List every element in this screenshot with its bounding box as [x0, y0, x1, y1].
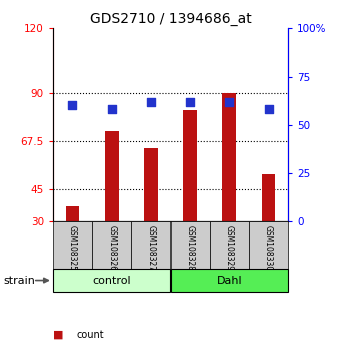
- Bar: [92, 221, 131, 269]
- Bar: [183, 110, 197, 221]
- Bar: [53, 221, 92, 269]
- Bar: [65, 206, 79, 221]
- Text: GSM108330: GSM108330: [264, 225, 273, 271]
- Text: GSM108328: GSM108328: [186, 225, 195, 271]
- Bar: [53, 269, 170, 292]
- Bar: [105, 131, 119, 221]
- Text: count: count: [77, 330, 104, 339]
- Bar: [222, 93, 236, 221]
- Point: [70, 103, 75, 108]
- Text: ■: ■: [53, 330, 63, 339]
- Bar: [170, 269, 288, 292]
- Text: GSM108326: GSM108326: [107, 225, 116, 271]
- Bar: [210, 221, 249, 269]
- Bar: [131, 221, 170, 269]
- Bar: [249, 221, 288, 269]
- Bar: [144, 148, 158, 221]
- Text: strain: strain: [3, 275, 35, 286]
- Point: [109, 107, 114, 112]
- Point: [148, 99, 153, 104]
- Point: [226, 99, 232, 104]
- Bar: [170, 221, 210, 269]
- Text: GSM108325: GSM108325: [68, 225, 77, 271]
- Text: control: control: [92, 275, 131, 286]
- Text: Dahl: Dahl: [217, 275, 242, 286]
- Point: [187, 99, 193, 104]
- Title: GDS2710 / 1394686_at: GDS2710 / 1394686_at: [90, 12, 251, 26]
- Point: [266, 107, 271, 112]
- Text: GSM108327: GSM108327: [146, 225, 155, 271]
- Bar: [262, 174, 276, 221]
- Text: GSM108329: GSM108329: [225, 225, 234, 271]
